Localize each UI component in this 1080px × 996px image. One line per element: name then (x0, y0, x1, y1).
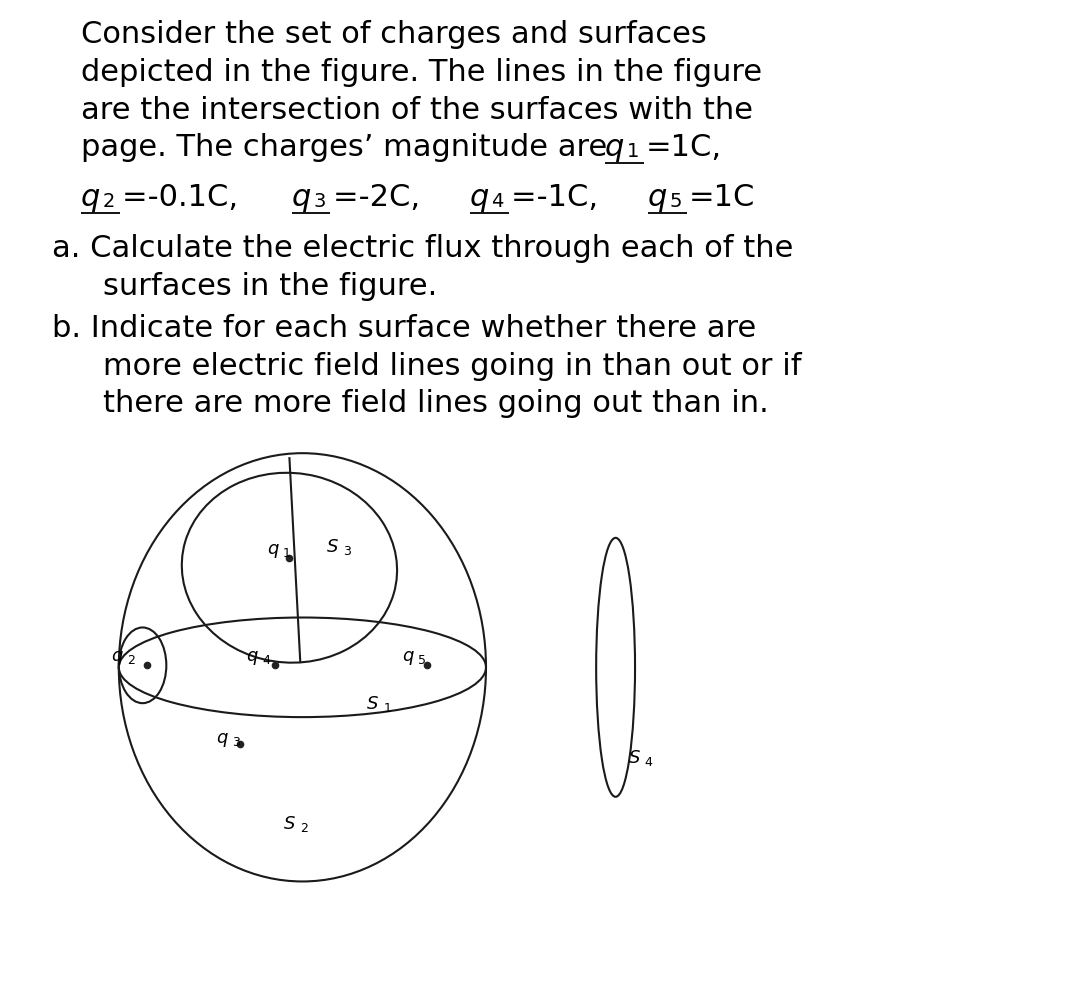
Text: S: S (629, 749, 640, 767)
Text: 4: 4 (645, 756, 652, 769)
Text: q: q (605, 133, 624, 162)
Text: b. Indicate for each surface whether there are: b. Indicate for each surface whether the… (52, 314, 756, 343)
Text: more electric field lines going in than out or if: more electric field lines going in than … (103, 352, 801, 380)
Text: 5: 5 (670, 192, 683, 211)
Text: page. The charges’ magnitude are: page. The charges’ magnitude are (81, 133, 617, 162)
Text: 5: 5 (418, 654, 426, 667)
Text: q: q (81, 183, 100, 212)
Text: a. Calculate the electric flux through each of the: a. Calculate the electric flux through e… (52, 234, 793, 263)
Text: S: S (367, 695, 379, 713)
Text: 3: 3 (343, 545, 351, 558)
Text: there are more field lines going out than in.: there are more field lines going out tha… (103, 389, 768, 418)
Text: surfaces in the figure.: surfaces in the figure. (103, 272, 436, 301)
Text: S: S (327, 538, 339, 556)
Text: 1: 1 (283, 547, 291, 560)
Text: q: q (246, 647, 258, 665)
Text: =-2C,: =-2C, (333, 183, 435, 212)
Text: q: q (216, 729, 228, 747)
Text: =-0.1C,: =-0.1C, (122, 183, 254, 212)
Text: 1: 1 (383, 702, 391, 715)
Text: q: q (267, 540, 279, 558)
Text: q: q (292, 183, 311, 212)
Text: 4: 4 (491, 192, 503, 211)
Text: Consider the set of charges and surfaces: Consider the set of charges and surfaces (81, 20, 706, 49)
Text: depicted in the figure. The lines in the figure: depicted in the figure. The lines in the… (81, 58, 762, 87)
Text: 2: 2 (103, 192, 114, 211)
Text: =1C,: =1C, (646, 133, 721, 162)
Text: q: q (111, 647, 123, 665)
Text: 2: 2 (127, 654, 135, 667)
Text: 1: 1 (626, 142, 638, 161)
Text: q: q (648, 183, 667, 212)
Text: =-1C,: =-1C, (511, 183, 613, 212)
Text: 3: 3 (313, 192, 325, 211)
Text: =1C: =1C (689, 183, 755, 212)
Text: q: q (470, 183, 489, 212)
Text: are the intersection of the surfaces with the: are the intersection of the surfaces wit… (81, 96, 753, 124)
Text: S: S (284, 815, 296, 833)
Text: 3: 3 (232, 736, 240, 749)
Text: 4: 4 (262, 654, 270, 667)
Text: 2: 2 (300, 822, 308, 835)
Text: q: q (402, 647, 414, 665)
